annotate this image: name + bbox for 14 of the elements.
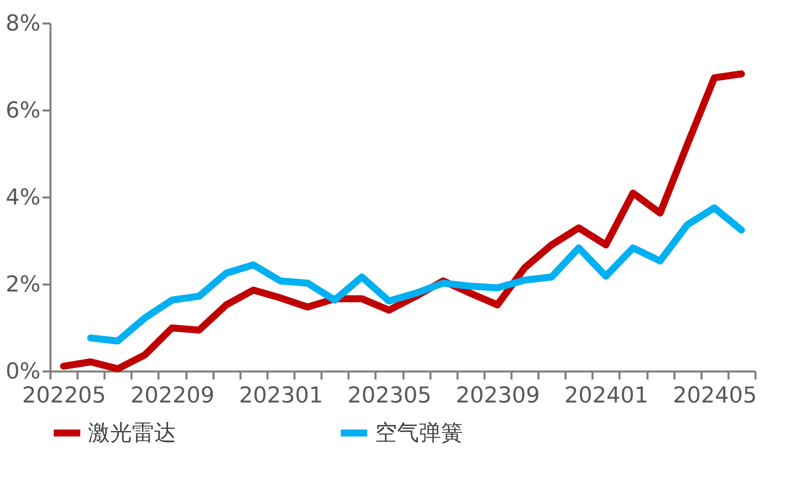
- y-tick-label: 4%: [6, 186, 40, 210]
- y-tick-label: 2%: [6, 272, 40, 298]
- legend-label: 空气弹簧: [375, 421, 463, 446]
- x-tick-label: 202309: [456, 384, 540, 408]
- y-tick-label: 6%: [6, 98, 40, 124]
- x-tick-label: 202305: [347, 384, 432, 408]
- y-tick-label: 8%: [6, 12, 40, 36]
- x-tick-label: 202205: [22, 384, 106, 408]
- x-tick-label: 202401: [564, 384, 648, 408]
- x-tick-label: 202405: [672, 384, 757, 408]
- x-tick-label: 202301: [238, 384, 323, 408]
- y-tick-label: 0%: [6, 360, 40, 384]
- x-tick-label: 202209: [130, 384, 215, 408]
- legend-label: 激光雷达: [88, 421, 176, 446]
